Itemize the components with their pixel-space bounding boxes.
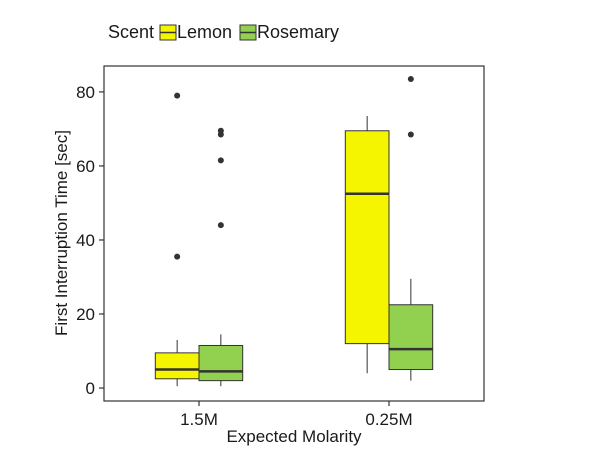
legend-label-lemon: Lemon [177,22,232,42]
box-lemon-0-25m [344,130,390,345]
box-rosemary-1-5m [198,344,244,382]
box-lemon-1-5m [154,352,200,380]
outlier-lemon-1-5m [174,253,181,260]
outlier-rosemary-0-25m [407,75,414,82]
y-tick-label: 40 [76,231,95,250]
box-rosemary-0-25m [388,304,434,371]
x-tick-label: 1.5M [180,410,218,429]
outlier-rosemary-1-5m [217,127,224,134]
legend: Scent Lemon Rosemary [108,22,339,42]
x-tick-label: 0.25M [365,410,412,429]
y-axis-label: First Interruption Time [sec] [52,130,71,336]
y-tick-label: 0 [86,379,95,398]
legend-label-rosemary: Rosemary [257,22,339,42]
outlier-lemon-1-5m [174,92,181,99]
x-axis-label: Expected Molarity [226,427,362,446]
outlier-rosemary-1-5m [217,222,224,229]
outlier-rosemary-0-25m [407,131,414,138]
plot-area: 0 20 40 60 80 1.5M 0.25M [76,65,485,429]
y-tick-label: 20 [76,305,95,324]
legend-title: Scent [108,22,154,42]
y-tick-label: 80 [76,83,95,102]
y-tick-label: 60 [76,157,95,176]
outlier-rosemary-1-5m [217,157,224,164]
